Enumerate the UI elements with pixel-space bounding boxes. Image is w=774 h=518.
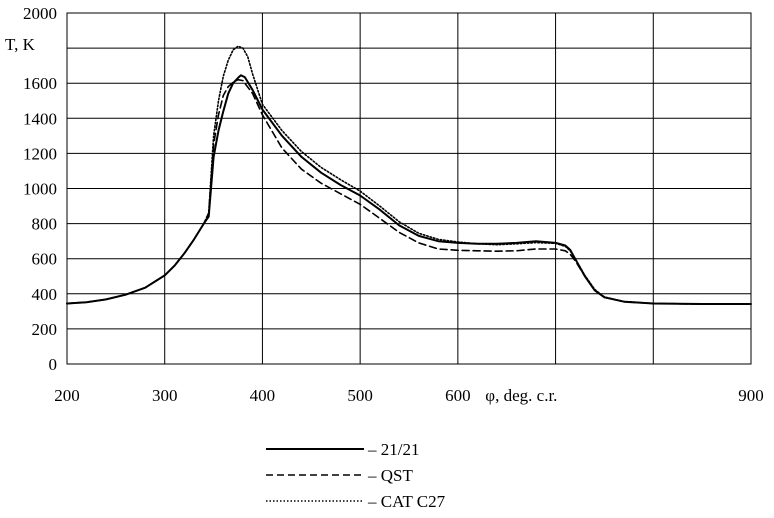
y-tick-label: 800 (32, 215, 58, 234)
y-tick-label: 1000 (23, 180, 57, 199)
series-line-3 (66, 45, 752, 305)
y-axis-label: T, K (5, 35, 36, 54)
legend: – 21/21 – QST – CAT C27 (266, 440, 446, 511)
legend-label-1: – 21/21 (367, 440, 419, 459)
x-axis-label: φ, deg. c.r. (485, 386, 557, 405)
plot-frame (66, 12, 752, 365)
x-tick-label: 300 (152, 386, 178, 405)
y-tick-label: 1600 (23, 74, 57, 93)
legend-label-2: – QST (367, 466, 413, 485)
x-tick-label: 400 (250, 386, 276, 405)
legend-label-3: – CAT C27 (367, 492, 446, 511)
x-tick-label: 600 (445, 386, 471, 405)
x-tick-label: 200 (54, 386, 80, 405)
y-tick-label: 0 (49, 355, 58, 374)
x-tick-label: 500 (347, 386, 373, 405)
chart-grid (67, 13, 751, 364)
series-group (66, 45, 752, 305)
y-tick-label: 2000 (23, 4, 57, 23)
y-tick-label: 200 (32, 320, 58, 339)
tick-labels: 0 200 400 600 800 1000 1200 1400 1600 2000 200 300 4… (23, 4, 764, 405)
x-tick-label: 900 (738, 386, 764, 405)
y-tick-label: 1400 (23, 109, 57, 128)
y-tick-label: 1200 (23, 144, 57, 163)
y-tick-label: 600 (32, 250, 58, 269)
y-tick-label: 400 (32, 285, 58, 304)
